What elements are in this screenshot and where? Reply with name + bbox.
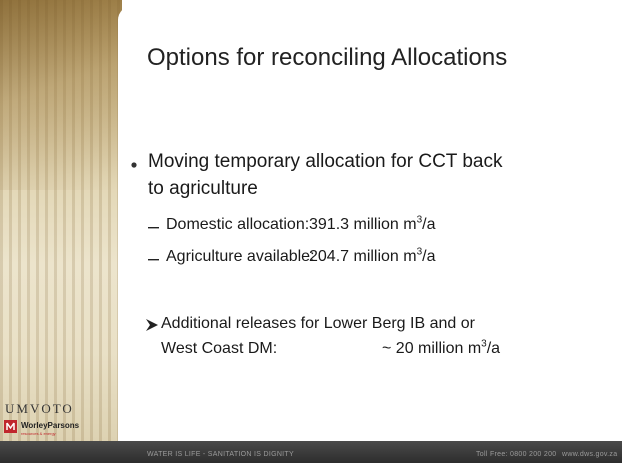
footer-slogan: WATER IS LIFE - SANITATION IS DIGNITY [147,451,294,458]
footer-bar [0,441,622,463]
dash [148,259,159,261]
bullet-dot [131,162,137,168]
sub-value: 204.7 million m3/a [309,246,436,266]
bullet-text: to agriculture [148,178,258,199]
arrow-value: ~ 20 million m3/a [382,338,501,358]
worley-logo-mark [4,420,17,433]
arrow-text: Additional releases for Lower Berg IB an… [161,315,475,332]
value: ~ 20 million m [382,340,482,357]
unit: /a [486,340,501,357]
sub-label: Domestic allocation: [166,216,310,233]
side-image [0,0,122,441]
footer-website: www.dws.gov.za [562,451,618,458]
footer-toll-free: Toll Free: 0800 200 200 [476,451,557,458]
value: 391.3 million m [309,216,417,233]
superscript: 3 [481,338,487,350]
slide-title: Options for reconciling Allocations [147,44,508,71]
bullet-text: Moving temporary allocation for CCT back [148,151,503,172]
dash [148,227,159,229]
unit: /a [422,216,436,233]
arrow-bullet [146,319,158,331]
superscript: 3 [416,214,423,226]
superscript: 3 [416,246,423,258]
worley-tagline: resources & energy [21,431,56,436]
unit: /a [422,248,436,265]
worley-logo: WorleyParsons [21,421,80,430]
value: 204.7 million m [309,248,417,265]
sub-label: Agriculture available: [166,248,315,265]
sub-value: 391.3 million m3/a [309,214,436,234]
arrow-label: West Coast DM: [161,340,278,357]
content-panel [118,6,622,441]
stone-texture [0,0,122,190]
umvoto-logo: UMVOTO [5,401,74,416]
